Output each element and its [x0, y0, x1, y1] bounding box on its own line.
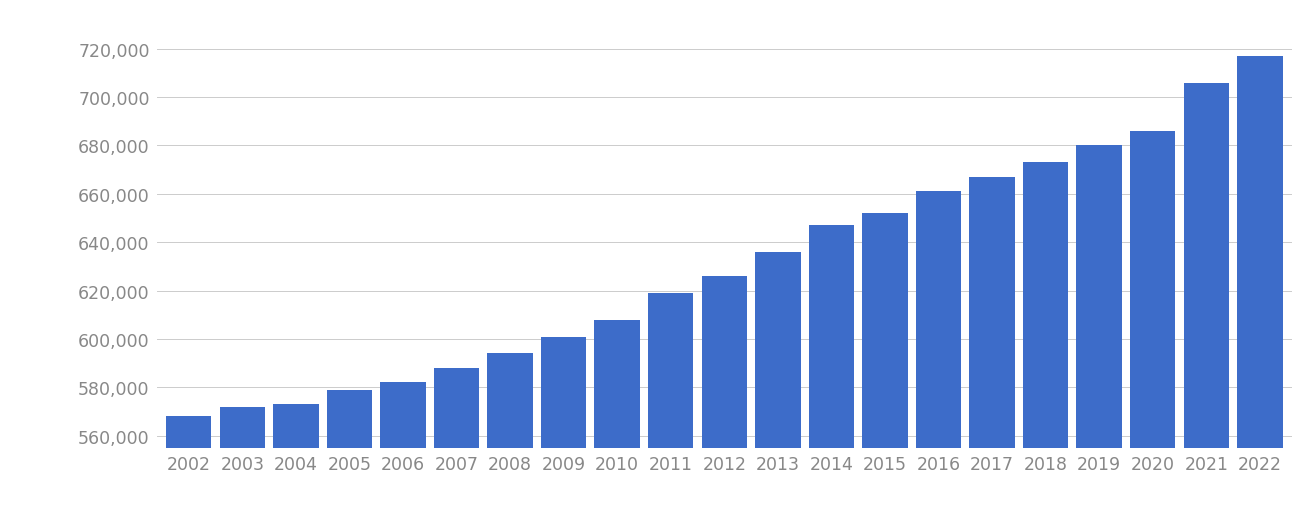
- Bar: [1184, 83, 1229, 509]
- Bar: [540, 337, 586, 509]
- Bar: [756, 252, 800, 509]
- Bar: [916, 192, 962, 509]
- Bar: [863, 214, 908, 509]
- Bar: [1237, 57, 1283, 509]
- Bar: [594, 320, 639, 509]
- Bar: [1077, 146, 1122, 509]
- Bar: [649, 293, 693, 509]
- Bar: [702, 276, 746, 509]
- Bar: [273, 405, 318, 509]
- Bar: [809, 226, 855, 509]
- Bar: [1023, 163, 1069, 509]
- Bar: [970, 178, 1015, 509]
- Bar: [380, 383, 425, 509]
- Bar: [487, 354, 532, 509]
- Bar: [219, 407, 265, 509]
- Bar: [433, 368, 479, 509]
- Bar: [326, 390, 372, 509]
- Bar: [166, 416, 211, 509]
- Bar: [1130, 132, 1176, 509]
